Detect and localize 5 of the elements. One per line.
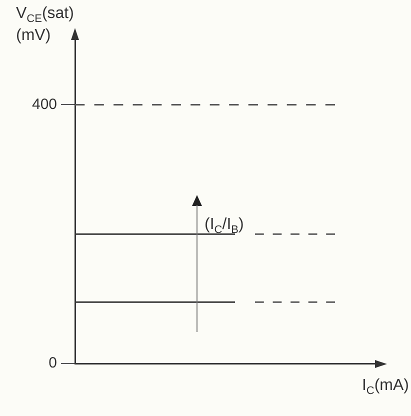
y-tick-label: 0 [48, 354, 58, 372]
y-axis-title: V$_{CE}$(sat) (mV) [16, 4, 74, 46]
y-tick-label: 400 [32, 96, 58, 113]
annotation: (I$_{C}$/I$_{B}$) [204, 215, 244, 238]
x-axis-title: I$_{C}$(mA) [362, 376, 409, 398]
